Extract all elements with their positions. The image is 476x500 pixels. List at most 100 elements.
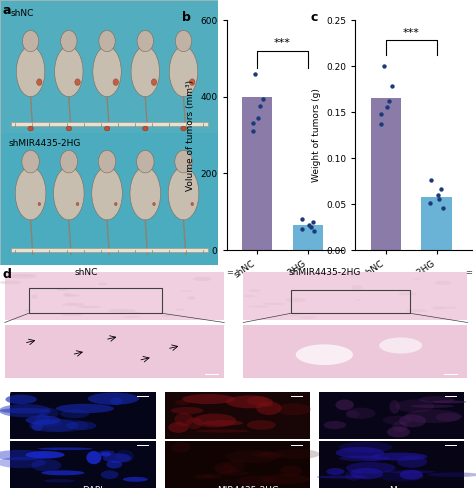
Point <box>309 227 317 235</box>
Ellipse shape <box>182 394 234 404</box>
Ellipse shape <box>226 396 272 408</box>
Ellipse shape <box>397 292 416 296</box>
Ellipse shape <box>218 471 248 476</box>
Bar <box>444 445 456 446</box>
Ellipse shape <box>189 79 195 86</box>
Point <box>306 223 314 231</box>
Ellipse shape <box>190 202 193 205</box>
Ellipse shape <box>88 392 139 405</box>
Ellipse shape <box>262 452 274 456</box>
Ellipse shape <box>25 451 64 458</box>
Ellipse shape <box>290 314 300 316</box>
Ellipse shape <box>188 296 195 300</box>
Point <box>383 104 390 112</box>
Ellipse shape <box>91 167 122 220</box>
Text: d: d <box>2 268 11 281</box>
Ellipse shape <box>326 468 344 475</box>
Point <box>435 196 442 203</box>
Ellipse shape <box>280 466 301 476</box>
Ellipse shape <box>396 456 426 468</box>
Ellipse shape <box>32 422 43 431</box>
Ellipse shape <box>31 459 61 471</box>
Ellipse shape <box>56 404 114 413</box>
Bar <box>241 96 272 250</box>
Ellipse shape <box>247 396 268 405</box>
Ellipse shape <box>350 286 362 290</box>
Y-axis label: Weight of tumors (g): Weight of tumors (g) <box>311 88 320 182</box>
Text: =: = <box>464 268 471 278</box>
Ellipse shape <box>0 408 50 414</box>
Ellipse shape <box>218 466 236 474</box>
Point <box>437 186 445 194</box>
Ellipse shape <box>204 474 222 478</box>
Ellipse shape <box>405 309 426 312</box>
Ellipse shape <box>195 430 248 432</box>
Ellipse shape <box>247 420 275 430</box>
Ellipse shape <box>36 414 50 425</box>
Ellipse shape <box>121 316 140 318</box>
Bar <box>420 196 451 250</box>
Bar <box>443 374 457 376</box>
Ellipse shape <box>256 452 283 459</box>
Ellipse shape <box>186 418 202 429</box>
Ellipse shape <box>192 277 211 281</box>
Point <box>248 120 256 128</box>
Point <box>379 62 387 70</box>
Ellipse shape <box>247 306 269 308</box>
Ellipse shape <box>41 419 88 432</box>
Ellipse shape <box>175 30 191 52</box>
Ellipse shape <box>378 472 423 482</box>
Point <box>308 218 316 226</box>
Ellipse shape <box>431 400 466 404</box>
Text: c: c <box>310 11 317 24</box>
Ellipse shape <box>398 414 425 427</box>
Ellipse shape <box>41 470 84 476</box>
Bar <box>205 374 219 376</box>
Ellipse shape <box>273 449 319 459</box>
Ellipse shape <box>5 394 37 404</box>
Point <box>297 225 305 233</box>
Y-axis label: Volume of tumors (mm³): Volume of tumors (mm³) <box>185 80 194 190</box>
Ellipse shape <box>130 167 160 220</box>
Ellipse shape <box>295 344 352 365</box>
Text: shMIR4435-2HG: shMIR4435-2HG <box>0 436 8 498</box>
Ellipse shape <box>193 474 213 479</box>
Ellipse shape <box>0 450 49 460</box>
Ellipse shape <box>0 457 46 468</box>
Ellipse shape <box>175 400 190 405</box>
Bar <box>11 122 207 126</box>
Ellipse shape <box>168 422 188 433</box>
Ellipse shape <box>174 150 192 173</box>
Bar <box>318 441 463 488</box>
Ellipse shape <box>350 468 382 479</box>
Ellipse shape <box>434 280 451 285</box>
Ellipse shape <box>61 314 82 316</box>
Ellipse shape <box>32 294 37 299</box>
Ellipse shape <box>261 403 273 406</box>
Ellipse shape <box>214 462 232 474</box>
Ellipse shape <box>285 298 306 302</box>
Point <box>377 120 384 128</box>
Text: shNC: shNC <box>11 10 34 18</box>
Ellipse shape <box>382 416 411 425</box>
Ellipse shape <box>435 412 460 422</box>
Ellipse shape <box>378 338 421 353</box>
Ellipse shape <box>60 30 77 52</box>
Ellipse shape <box>323 421 346 429</box>
Ellipse shape <box>243 295 255 297</box>
Ellipse shape <box>174 413 193 426</box>
Point <box>438 204 446 212</box>
Ellipse shape <box>180 126 186 131</box>
Ellipse shape <box>361 456 381 460</box>
Text: e: e <box>2 384 11 398</box>
Ellipse shape <box>123 477 148 482</box>
Ellipse shape <box>113 79 118 86</box>
Ellipse shape <box>399 470 422 480</box>
Ellipse shape <box>175 308 184 310</box>
Bar <box>292 225 322 250</box>
Text: b: b <box>182 11 191 24</box>
Bar <box>0 0 218 132</box>
Ellipse shape <box>110 398 122 405</box>
Text: ***: *** <box>273 38 290 48</box>
Text: shNC: shNC <box>74 268 98 278</box>
